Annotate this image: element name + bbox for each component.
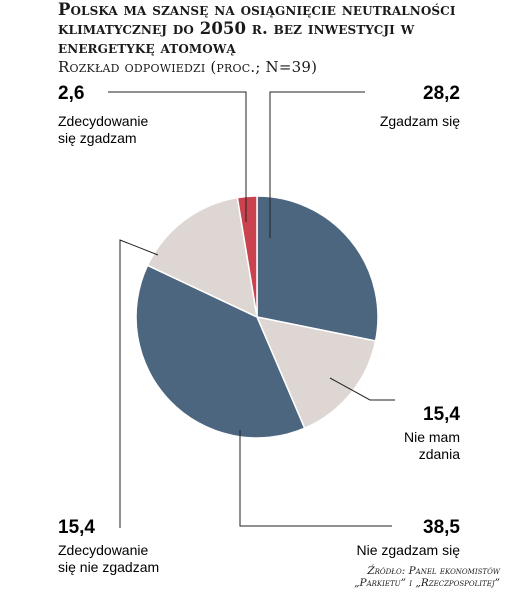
data-label-text-4-0: Zdecydowanie (58, 113, 148, 129)
data-label-text-3-1: się nie zgadzam (58, 559, 159, 575)
leader-line-4 (108, 91, 247, 222)
pie-slice-2 (135, 264, 306, 439)
leader-line-2 (239, 430, 392, 527)
chart-subtitle: Rozkład odpowiedzi (proc.; N=39) (58, 58, 318, 76)
source-line-1: Źródło: Panel ekonomistów (367, 565, 500, 577)
pie-slice-1 (255, 315, 377, 430)
data-label-text-0-0: Zgadzam się (380, 113, 460, 129)
source-line-2: „Parkietu” i „Rzeczpospolitej” (354, 577, 500, 589)
source-note: Źródło: Panel ekonomistów „Parkietu” i „… (354, 565, 500, 589)
data-label-value-1: 15,4 (423, 404, 460, 425)
data-label-value-4: 2,6 (58, 83, 84, 104)
leader-line-0 (269, 91, 365, 238)
data-label-text-2-0: Nie zgadzam się (357, 542, 461, 558)
data-label-text-3-0: Zdecydowanie (58, 542, 148, 558)
chart-title: Polska ma szansę na osiągnięcie neutraln… (58, 0, 456, 57)
leader-line-1 (329, 377, 395, 401)
data-label-value-0: 28,2 (423, 83, 460, 104)
pie-slice-0 (256, 195, 379, 342)
data-label-text-1-1: zdania (419, 446, 460, 462)
pie-slice-4 (236, 195, 258, 318)
data-label-value-2: 38,5 (423, 517, 460, 538)
leader-line-3 (119, 239, 159, 528)
data-label-text-1-0: Nie mam (404, 429, 460, 445)
pie-slice-3 (146, 196, 258, 319)
data-label-value-3: 15,4 (58, 517, 95, 538)
data-label-text-4-1: się zgadzam (58, 130, 137, 146)
